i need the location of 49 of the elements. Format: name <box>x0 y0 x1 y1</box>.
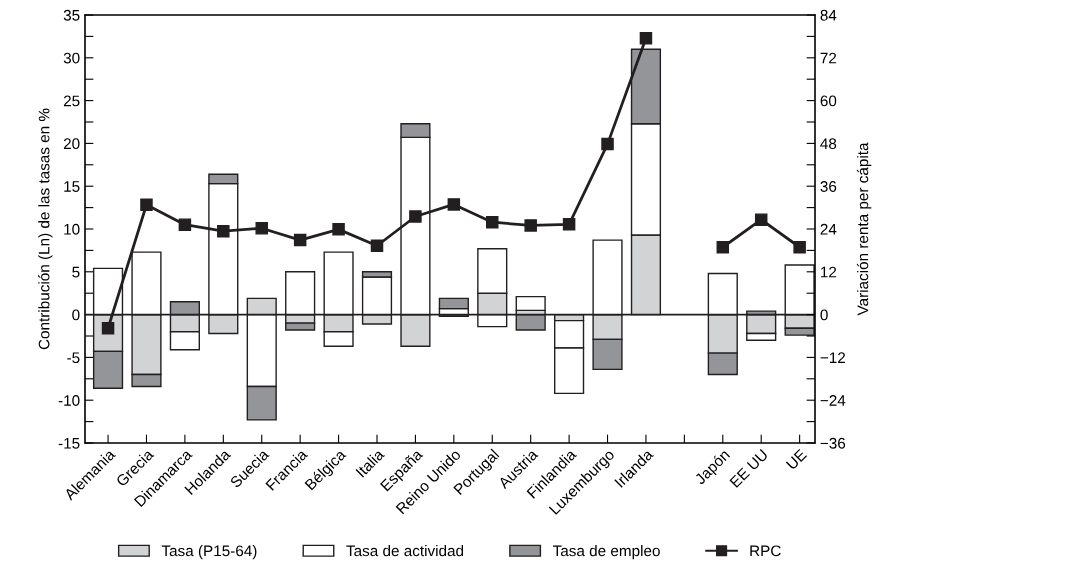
y-tick-label: 10 <box>64 223 80 235</box>
y2-tick-label: 24 <box>820 223 837 235</box>
x-tick-label: EE UU <box>729 449 769 488</box>
legend-label: Tasa de actividad <box>346 545 464 557</box>
legend-label: RPC <box>750 545 781 557</box>
y2-tick-label: −24 <box>820 395 846 406</box>
point <box>409 210 422 223</box>
y2-tick-label: 36 <box>820 181 837 192</box>
point <box>754 213 768 226</box>
y-tick-label: 25 <box>63 95 80 107</box>
point <box>332 223 345 236</box>
point <box>255 222 268 235</box>
point <box>601 137 614 151</box>
y-tick-label: 30 <box>63 52 80 64</box>
y-axis-title: Contribución (Ln) de las tasas en % <box>38 108 53 350</box>
y-tick-label: -10 <box>58 395 80 406</box>
y-tick-label: -5 <box>67 352 80 364</box>
bar <box>438 297 469 310</box>
point <box>217 224 230 238</box>
point <box>524 219 537 232</box>
y2-tick-label: 0 <box>820 309 828 321</box>
y2-tick-label: −12 <box>820 352 846 363</box>
y2-tick-label: 60 <box>820 95 837 107</box>
y2-tick-label: 72 <box>820 52 837 64</box>
legend-label: Tasa (P15-64) <box>161 545 257 560</box>
point <box>486 215 499 229</box>
point <box>793 240 806 254</box>
point <box>370 239 384 253</box>
point <box>447 198 461 211</box>
y-tick-label: -15 <box>58 438 80 449</box>
y2-tick-label: 84 <box>820 9 837 21</box>
y-tick-label: 15 <box>64 181 80 192</box>
point <box>716 240 730 254</box>
point <box>639 31 653 45</box>
legend-label: Tasa de empleo <box>552 545 660 560</box>
point <box>562 218 576 231</box>
point <box>293 233 307 247</box>
y2-axis-title: Variación renta per cápita <box>856 142 872 316</box>
y-tick-label: 20 <box>63 138 80 150</box>
point <box>140 198 153 211</box>
point <box>178 218 192 231</box>
y-tick-label: 5 <box>72 266 80 278</box>
bar <box>515 295 546 312</box>
y2-tick-label: 48 <box>820 138 837 150</box>
y2-tick-label: −36 <box>820 437 846 449</box>
y-tick-label: 35 <box>63 9 80 21</box>
x-tick-label: UE <box>785 448 808 470</box>
y2-tick-label: 12 <box>821 266 837 278</box>
y-tick-label: 0 <box>72 309 80 321</box>
